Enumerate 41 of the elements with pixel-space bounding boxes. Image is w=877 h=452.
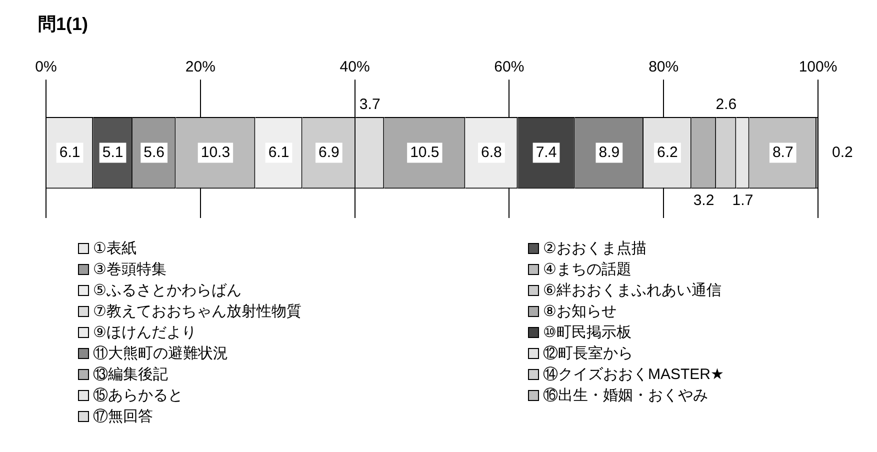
data-label: 2.6 — [716, 96, 737, 114]
legend-label: ⑪大熊町の避難状況 — [93, 344, 228, 362]
data-label: 3.2 — [693, 192, 714, 209]
legend-label: ⑥絆おおくまふれあい通信 — [543, 280, 722, 300]
legend-label: ⑰無回答 — [93, 406, 153, 426]
data-label: 6.9 — [318, 144, 340, 161]
data-label: 8.7 — [772, 144, 794, 161]
data-label: 10.5 — [410, 144, 440, 161]
x-tick-label: 20% — [185, 58, 216, 76]
data-label: 5.1 — [102, 144, 124, 161]
x-tick-label: 100% — [798, 58, 838, 76]
x-tick-label: 0% — [35, 58, 57, 76]
data-label: 6.2 — [657, 144, 678, 161]
data-label: 1.7 — [732, 192, 754, 209]
legend-label: ⑭クイズおおくMASTER★ — [543, 364, 724, 384]
legend-label: ⑨ほけんだより — [93, 322, 196, 342]
legend-label: ⑮あらかると — [93, 386, 183, 404]
legend-label: ③巻頭特集 — [93, 260, 166, 278]
x-tick-label: 60% — [494, 58, 524, 76]
legend-label: ①表紙 — [93, 238, 136, 258]
legend-label: ⑯出生・婚姻・おくやみ — [543, 386, 708, 404]
data-label: 6.1 — [59, 144, 80, 161]
legend-label: ⑬編集後記 — [93, 364, 168, 384]
data-label: 10.3 — [200, 144, 230, 161]
chart-title: 問1(1) — [38, 14, 88, 34]
data-label: 0.2 — [832, 144, 853, 161]
data-label: 3.7 — [359, 96, 380, 114]
x-tick-label: 80% — [648, 58, 679, 76]
x-tick-label: 40% — [340, 58, 370, 76]
legend-label: ⑤ふるさとかわらばん — [93, 280, 242, 300]
data-label: 6.1 — [268, 144, 290, 161]
data-label: 5.6 — [144, 144, 165, 161]
data-label: 8.9 — [598, 144, 620, 161]
data-label: 6.8 — [481, 144, 502, 161]
legend-label: ⑫町長室から — [543, 344, 633, 362]
legend-label: ②おおくま点描 — [543, 238, 646, 258]
legend-label: ⑧お知らせ — [543, 302, 616, 320]
legend-label: ④まちの話題 — [543, 260, 632, 278]
legend-label: ⑩町民掲示板 — [543, 322, 632, 342]
legend-label: ⑦教えておおちゃん放射性物質 — [93, 302, 302, 320]
data-label: 7.4 — [536, 144, 557, 161]
